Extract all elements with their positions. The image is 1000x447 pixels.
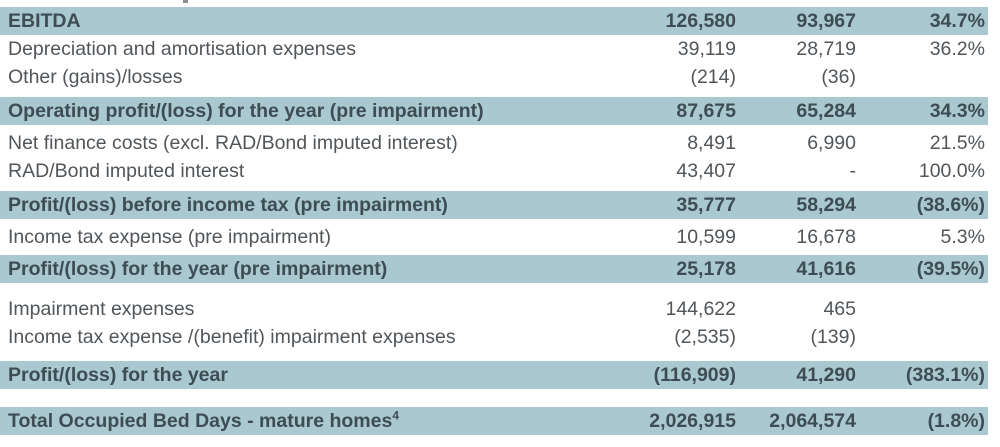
table-row: Profit/(loss) for the year (116,909) 41,29… (0, 361, 988, 389)
table-row: Net finance costs (excl. RAD/Bond impute… (0, 129, 988, 157)
table-row: EBITDA 126,580 93,967 34.7% (0, 7, 988, 35)
footnote-marker: 4 (392, 408, 400, 422)
value-current: (116,909) (653, 363, 736, 386)
value-prior: 58,294 (796, 193, 856, 216)
value-prior: 93,967 (796, 9, 856, 32)
table-row: Depreciation and amortisation expenses 39… (0, 35, 988, 63)
value-current: 25,178 (676, 257, 736, 280)
row-label: Impairment expenses (8, 297, 195, 320)
table-row: Impairment expenses 144,622 465 (0, 295, 988, 323)
value-current: 87,675 (676, 99, 736, 122)
value-change-pct: 34.7% (929, 9, 985, 32)
table-row: Income tax expense (pre impairment) 10,59… (0, 223, 988, 251)
value-change-pct: 100.0% (918, 159, 985, 182)
table-row: Total Occupied Bed Days - mature homes4 2… (0, 407, 988, 435)
row-label: Depreciation and amortisation expenses (8, 37, 356, 60)
row-label: Profit/(loss) before income tax (pre imp… (8, 193, 448, 216)
row-label: EBITDA (8, 9, 81, 32)
row-label: Income tax expense (pre impairment) (8, 225, 331, 248)
value-current: 144,622 (665, 297, 737, 320)
value-prior: 41,290 (796, 363, 856, 386)
table-body: EBITDA 126,580 93,967 34.7% Depreciation and… (0, 7, 1000, 435)
value-change-pct: 36.2% (929, 37, 985, 60)
value-change-pct: 34.3% (929, 99, 985, 122)
value-prior: 16,678 (796, 225, 856, 248)
value-current: 126,580 (665, 9, 737, 32)
row-label: Profit/(loss) for the year (pre impairme… (8, 257, 388, 280)
value-current: (214) (690, 65, 736, 88)
value-prior: 28,719 (796, 37, 856, 60)
value-change-pct: (383.1%) (905, 363, 985, 386)
table-row: Income tax expense /(benefit) impairment… (0, 323, 988, 351)
row-label: RAD/Bond imputed interest (8, 159, 245, 182)
table-row: Profit/(loss) before income tax (pre imp… (0, 191, 988, 219)
value-current: 10,599 (676, 225, 736, 248)
value-prior: 465 (823, 297, 856, 320)
value-current: 8,491 (687, 131, 736, 154)
row-label: Net finance costs (excl. RAD/Bond impute… (8, 131, 458, 154)
value-prior: 6,990 (807, 131, 856, 154)
value-current: 2,026,915 (649, 409, 736, 432)
value-current: (2,535) (674, 325, 736, 348)
value-change-pct: (39.5%) (916, 257, 985, 280)
value-prior: 2,064,574 (769, 409, 856, 432)
row-label: Operating profit/(loss) for the year (pr… (8, 99, 484, 122)
value-change-pct: 21.5% (929, 131, 985, 154)
table-row: Profit/(loss) for the year (pre impairme… (0, 255, 988, 283)
value-change-pct: (1.8%) (927, 409, 985, 432)
value-prior: 65,284 (796, 99, 856, 122)
value-change-pct: 5.3% (940, 225, 985, 248)
value-current: 39,119 (677, 37, 736, 60)
value-prior: (139) (810, 325, 856, 348)
value-current: 35,777 (676, 193, 736, 216)
value-prior: 41,616 (796, 257, 856, 280)
row-label: Income tax expense /(benefit) impairment… (8, 325, 456, 348)
row-label: Other (gains)/losses (8, 65, 183, 88)
cropped-text-remnant (183, 0, 188, 3)
table-row: Other (gains)/losses (214) (36) (0, 63, 988, 91)
row-label: Profit/(loss) for the year (8, 363, 228, 386)
value-change-pct: (38.6%) (916, 193, 985, 216)
value-prior: (36) (821, 65, 856, 88)
value-current: 43,407 (676, 159, 736, 182)
table-row: Operating profit/(loss) for the year (pr… (0, 97, 988, 125)
value-prior: - (849, 159, 857, 182)
table-row: RAD/Bond imputed interest 43,407 - 100.0% (0, 157, 988, 185)
row-label: Total Occupied Bed Days - mature homes4 (8, 408, 400, 432)
